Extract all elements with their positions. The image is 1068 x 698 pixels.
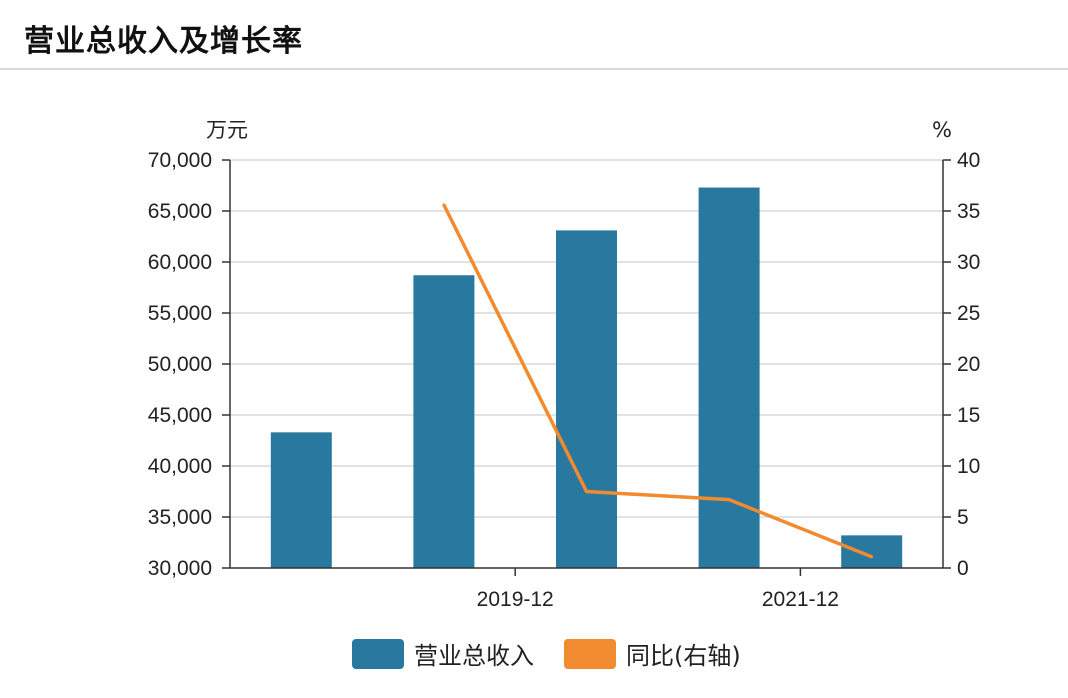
- yoy-point: [870, 555, 874, 559]
- left-tick-label: 60,000: [148, 251, 212, 274]
- line-series: [442, 203, 874, 559]
- right-tick-label: 5: [957, 506, 969, 529]
- right-tick-label: 10: [957, 455, 980, 478]
- bar-series: [270, 187, 903, 569]
- legend-swatch-bar: [352, 638, 404, 669]
- left-tick-label: 65,000: [148, 200, 212, 223]
- legend: 营业总收入 同比(右轴): [352, 636, 771, 671]
- x-tick-label: 2019-12: [477, 588, 554, 611]
- axes: 30,000 35,000 40,000 45,000 50,000 55,000 60,0…: [148, 149, 981, 611]
- legend-label-revenue: 营业总收入: [414, 642, 534, 670]
- yoy-line: [442, 204, 873, 559]
- revenue-bar: [556, 230, 617, 568]
- left-axis-unit: 万元: [206, 118, 248, 142]
- revenue-bar: [698, 187, 760, 569]
- right-tick-label: 30: [957, 251, 980, 274]
- left-tick-label: 70,000: [148, 149, 212, 172]
- right-tick-label: 20: [957, 353, 980, 376]
- left-tick-label: 50,000: [148, 353, 212, 376]
- revenue-bar: [413, 275, 475, 568]
- left-tick-label: 40,000: [148, 455, 212, 478]
- revenue-bar: [841, 535, 903, 568]
- right-tick-label: 15: [957, 404, 980, 427]
- left-tick-label: 55,000: [148, 302, 212, 325]
- right-tick-label: 25: [957, 302, 980, 325]
- yoy-point: [442, 203, 446, 207]
- legend-swatch-line: [564, 638, 616, 669]
- x-tick-label: 2021-12: [762, 588, 839, 611]
- grid-lines: [230, 159, 943, 518]
- right-tick-label: 40: [957, 149, 980, 172]
- left-tick-label: 45,000: [148, 404, 212, 427]
- yoy-point: [727, 498, 731, 502]
- left-tick-label: 35,000: [148, 506, 212, 529]
- chart-title: 营业总收入及增长率: [24, 24, 303, 59]
- legend-item-revenue[interactable]: 营业总收入: [352, 636, 534, 671]
- right-axis-unit: %: [932, 118, 952, 142]
- legend-item-yoy[interactable]: 同比(右轴): [564, 636, 741, 671]
- legend-label-yoy: 同比(右轴): [626, 642, 741, 670]
- revenue-bar: [270, 432, 332, 568]
- left-tick-label: 30,000: [148, 557, 212, 580]
- yoy-point: [585, 490, 588, 493]
- right-tick-label: 35: [957, 200, 980, 223]
- chart-header: 营业总收入及增长率: [0, 0, 1068, 70]
- right-tick-label: 0: [957, 557, 969, 580]
